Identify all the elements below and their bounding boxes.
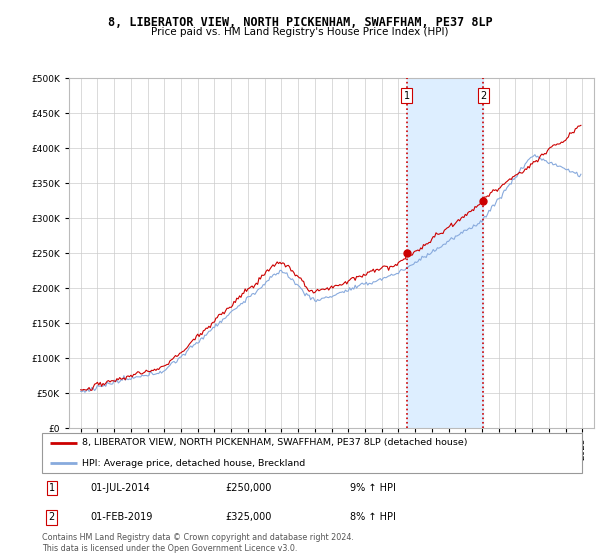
Text: 1: 1: [49, 483, 55, 493]
Text: 9% ↑ HPI: 9% ↑ HPI: [350, 483, 395, 493]
FancyBboxPatch shape: [42, 433, 582, 473]
Text: 01-FEB-2019: 01-FEB-2019: [91, 512, 153, 522]
Text: 2: 2: [480, 91, 487, 101]
Text: 8, LIBERATOR VIEW, NORTH PICKENHAM, SWAFFHAM, PE37 8LP: 8, LIBERATOR VIEW, NORTH PICKENHAM, SWAF…: [107, 16, 493, 29]
Bar: [407, 78, 484, 428]
Text: Price paid vs. HM Land Registry's House Price Index (HPI): Price paid vs. HM Land Registry's House …: [151, 27, 449, 37]
Text: 8% ↑ HPI: 8% ↑ HPI: [350, 512, 395, 522]
Text: HPI: Average price, detached house, Breckland: HPI: Average price, detached house, Brec…: [83, 459, 306, 468]
Text: 2: 2: [49, 512, 55, 522]
Text: 01-JUL-2014: 01-JUL-2014: [91, 483, 151, 493]
Text: 1: 1: [404, 91, 410, 101]
Text: £250,000: £250,000: [226, 483, 272, 493]
Text: Contains HM Land Registry data © Crown copyright and database right 2024.
This d: Contains HM Land Registry data © Crown c…: [42, 533, 354, 553]
Text: 8, LIBERATOR VIEW, NORTH PICKENHAM, SWAFFHAM, PE37 8LP (detached house): 8, LIBERATOR VIEW, NORTH PICKENHAM, SWAF…: [83, 438, 468, 447]
Text: £325,000: £325,000: [226, 512, 272, 522]
